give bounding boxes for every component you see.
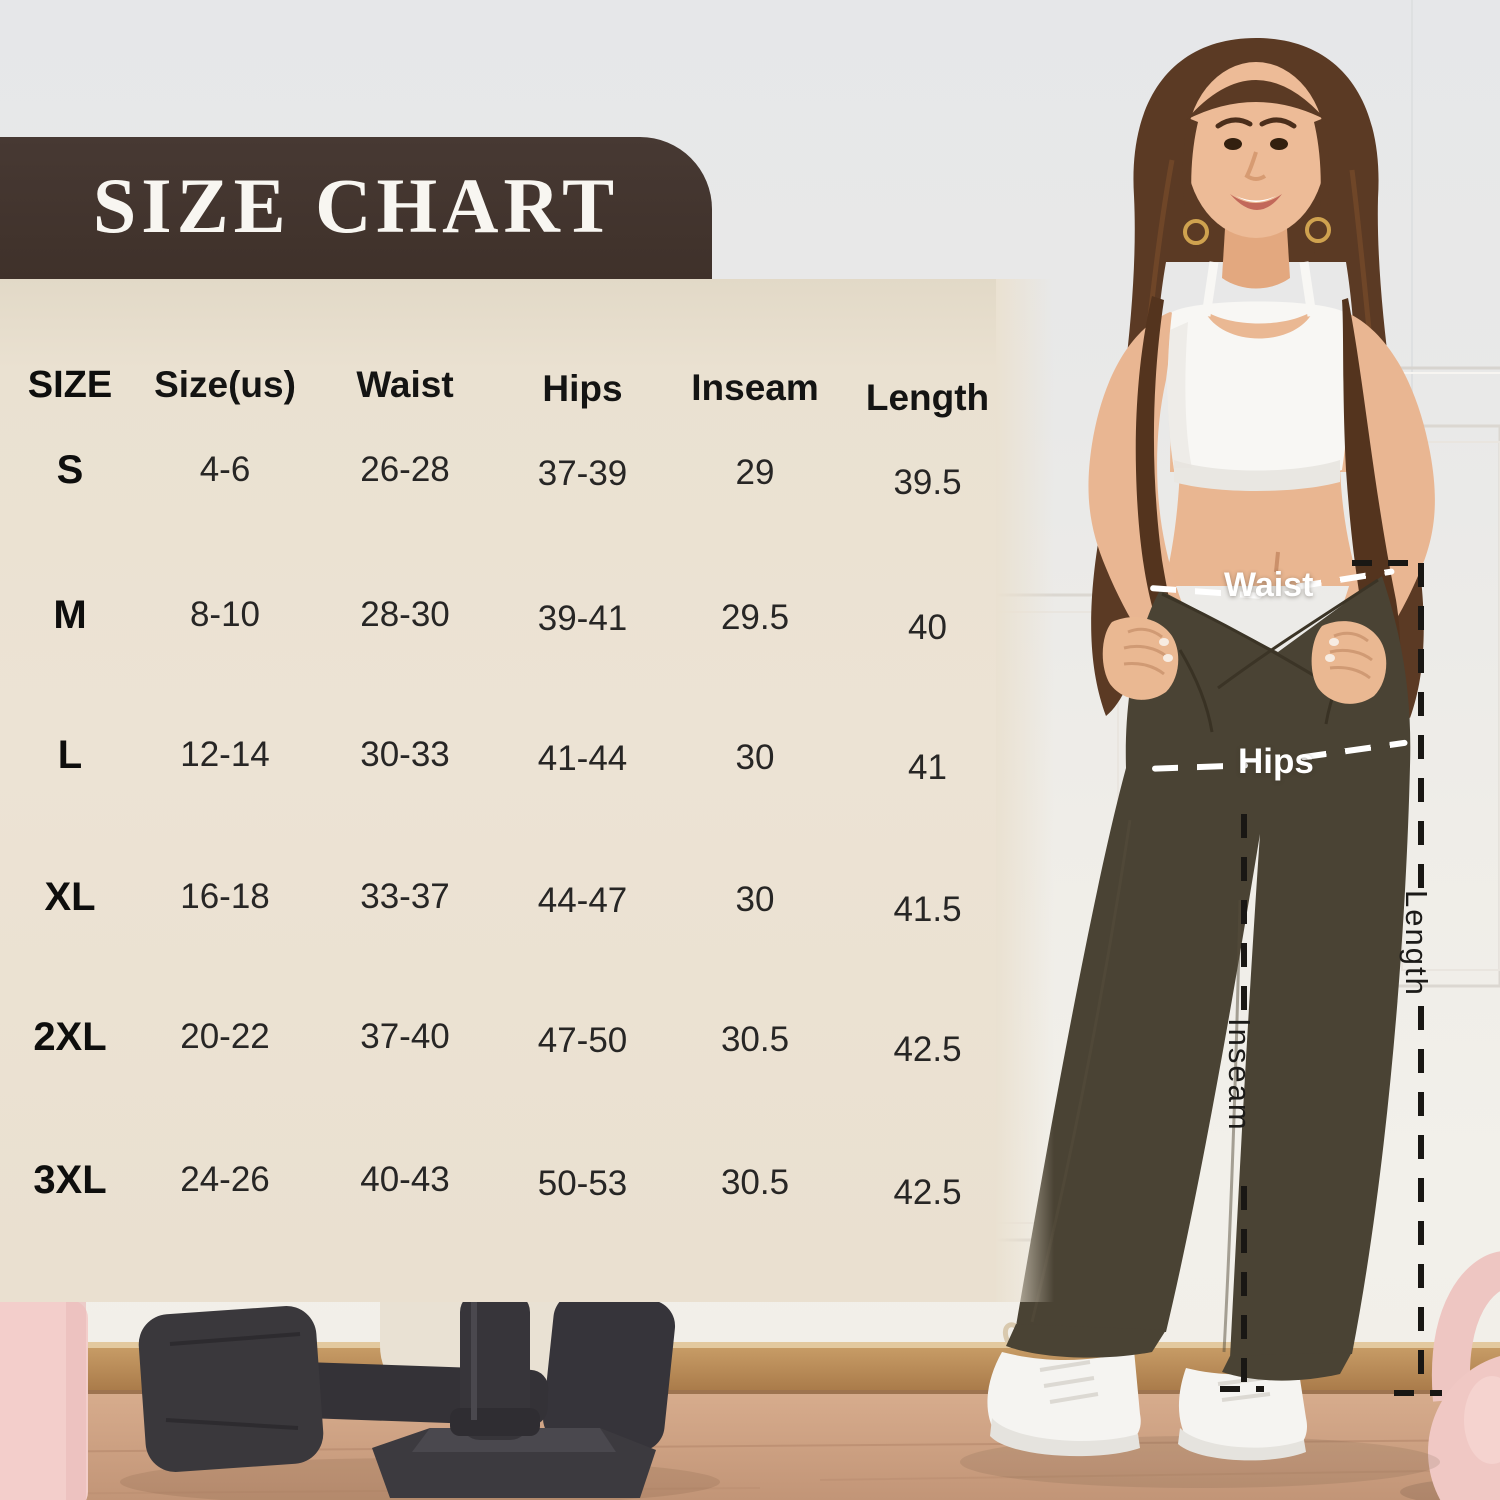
size-chart-banner: SIZE CHART	[0, 137, 712, 279]
size-table: SIZE Size(us) Waist Hips Inseam Length S…	[0, 363, 1010, 1212]
table-row-s: S 4-6 26-28 37-39 29 39.5	[0, 448, 1010, 502]
cell-waist: 30-33	[360, 735, 450, 774]
cell-hips: 37-39	[537, 454, 628, 493]
cell-waist: 40-43	[360, 1160, 450, 1199]
table-row-2xl: 2XL 20-22 37-40 47-50 30.5 42.5	[0, 1015, 1010, 1069]
cell-size: L	[57, 733, 83, 777]
cell-hips: 50-53	[537, 1164, 628, 1203]
cell-waist: 26-28	[360, 450, 450, 489]
cell-inseam: 30.5	[720, 1163, 790, 1202]
cell-size-us: 24-26	[180, 1160, 270, 1199]
header-size-us: Size(us)	[154, 364, 296, 405]
cell-waist: 37-40	[360, 1017, 450, 1056]
cell-inseam: 29.5	[720, 598, 790, 637]
cell-size: M	[53, 593, 87, 637]
pink-kettlebell	[1400, 1251, 1500, 1500]
model-hands	[1102, 617, 1387, 704]
length-end-cap	[1394, 1390, 1442, 1396]
header-waist: Waist	[356, 364, 454, 405]
dumbbells	[138, 1292, 676, 1498]
cell-size-us: 20-22	[180, 1017, 270, 1056]
model-photo	[960, 38, 1440, 1488]
cell-length: 41	[908, 748, 947, 787]
cell-size: XL	[44, 875, 96, 919]
cell-size-us: 12-14	[180, 735, 270, 774]
cell-size: S	[56, 448, 84, 492]
inseam-annotation-label: Inseam	[1222, 1018, 1257, 1132]
length-dashed-line	[1418, 1006, 1424, 1386]
inseam-dashed-line	[1241, 814, 1247, 1014]
length-dashed-line	[1418, 563, 1424, 889]
cell-waist: 33-37	[360, 877, 450, 916]
cell-length: 41.5	[893, 890, 962, 929]
panel-edge-fade	[996, 279, 1054, 1302]
cell-inseam: 29	[735, 453, 775, 492]
hoop-earring-left	[1183, 219, 1209, 245]
cell-size: 2XL	[33, 1015, 107, 1059]
cell-hips: 41-44	[537, 739, 628, 778]
table-row-3xl: 3XL 24-26 40-43 50-53 30.5 42.5	[0, 1158, 1010, 1212]
pink-yoga-mat	[0, 1300, 88, 1500]
inseam-dashed-line	[1241, 1186, 1247, 1384]
table-header-row: SIZE Size(us) Waist Hips Inseam Length	[0, 363, 1010, 418]
waist-annotation-label: Waist	[1224, 566, 1314, 604]
table-row-m: M 8-10 28-30 39-41 29.5 40	[0, 593, 1010, 647]
cell-inseam: 30	[735, 880, 775, 919]
cell-length: 42.5	[893, 1173, 962, 1212]
cell-inseam: 30.5	[720, 1020, 790, 1059]
cell-length: 40	[908, 608, 947, 647]
header-size: SIZE	[27, 364, 113, 406]
cell-inseam: 30	[735, 738, 775, 777]
header-length: Length	[865, 377, 990, 418]
cell-size: 3XL	[33, 1158, 107, 1202]
hips-annotation-label: Hips	[1238, 742, 1314, 781]
cell-size-us: 4-6	[199, 450, 251, 489]
inseam-end-cap	[1220, 1386, 1264, 1392]
pink-mat-shade	[66, 1302, 86, 1500]
crossover-pants	[1016, 576, 1411, 1358]
cell-hips: 39-41	[537, 599, 628, 638]
cell-hips: 47-50	[537, 1021, 628, 1060]
length-annotation-label: Length	[1399, 890, 1434, 997]
cell-size-us: 8-10	[189, 595, 261, 634]
cell-length: 39.5	[893, 463, 962, 502]
hoop-earring-right	[1305, 217, 1331, 243]
table-row-l: L 12-14 30-33 41-44 30 41	[0, 733, 1010, 787]
cell-waist: 28-30	[360, 595, 450, 634]
white-sneakers	[987, 1322, 1307, 1461]
cell-hips: 44-47	[537, 881, 628, 920]
cell-size-us: 16-18	[180, 877, 270, 916]
model-face	[1182, 62, 1331, 254]
cell-length: 42.5	[893, 1030, 962, 1069]
header-inseam: Inseam	[691, 367, 819, 408]
table-background-panel	[0, 279, 1054, 1302]
sports-bra	[1167, 261, 1349, 491]
length-top-cap	[1352, 560, 1418, 566]
table-row-xl: XL 16-18 33-37 44-47 30 41.5	[0, 875, 1010, 929]
baseboard-top-edge	[0, 1342, 1500, 1348]
pant-hems	[1006, 1324, 1352, 1381]
header-hips: Hips	[542, 368, 623, 409]
banner-title: SIZE CHART	[92, 162, 620, 249]
